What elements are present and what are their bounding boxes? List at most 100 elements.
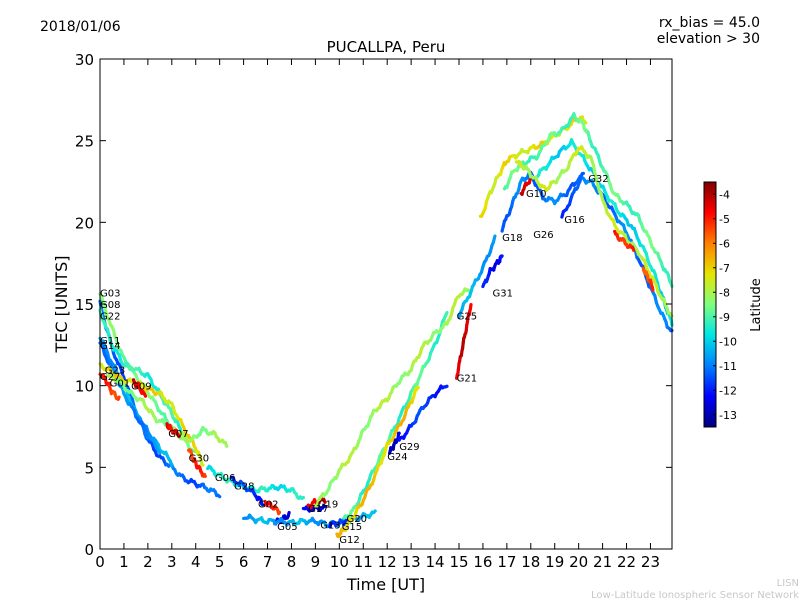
- colorbar-label: Latitude: [749, 278, 764, 332]
- tec-trace-segment: [168, 459, 174, 467]
- colorbar-tick-label: -7: [719, 262, 730, 275]
- chart-title: PUCALLPA, Peru: [327, 38, 446, 56]
- series-G25: [457, 234, 497, 320]
- series-G07: [165, 422, 181, 439]
- colorbar-tick-label: -12: [719, 384, 737, 397]
- date-label: 2018/01/06: [40, 19, 121, 35]
- colorbar: -4 -5 -6 -7 -8 -9 -10 -11 -12 -13 Latitude: [703, 181, 764, 428]
- satellite-label: G26: [533, 230, 553, 241]
- tec-trace-segment: [286, 510, 291, 518]
- satellite-label: G31: [493, 289, 513, 300]
- series-G16: [560, 171, 586, 219]
- x-tick-label: 11: [354, 553, 373, 571]
- x-tick-label: 8: [287, 553, 297, 571]
- series-G34: [514, 145, 674, 318]
- y-axis: 0 5 10 15 20 25 30: [75, 51, 672, 559]
- satellite-label: G17: [308, 504, 328, 515]
- tec-trace-segment: [156, 449, 162, 455]
- tec-trace-segment: [202, 472, 207, 478]
- y-tick-label: 15: [75, 296, 94, 314]
- tec-trace-segment: [650, 285, 655, 292]
- tec-trace-segment: [372, 509, 377, 515]
- series-G27: [98, 372, 121, 401]
- elevation-label: elevation > 30: [657, 31, 760, 47]
- series-G28: [230, 475, 265, 507]
- tec-trace-segment: [143, 392, 148, 398]
- y-tick-label: 0: [84, 541, 94, 559]
- tec-trace-segment: [443, 311, 449, 318]
- satellite-label: G19: [318, 499, 338, 510]
- series-G15: [328, 518, 349, 529]
- x-tick-label: 20: [569, 553, 588, 571]
- satellite-label: G09: [131, 382, 151, 393]
- credit-network: Low-Latitude Ionospheric Sensor Network: [591, 590, 799, 600]
- satellite-label: G27: [100, 372, 120, 383]
- x-tick-label: 13: [402, 553, 421, 571]
- satellite-label: G11: [100, 336, 120, 347]
- tec-trace-segment: [216, 493, 222, 499]
- satellite-label: G06: [215, 473, 235, 484]
- x-axis: 0 1 2 3 4 5 6 7 8 9 10 11 12 13 14 15 16 17 18 19 20 21 22 23: [95, 59, 660, 571]
- x-tick-label: 15: [449, 553, 468, 571]
- series-G36: [641, 266, 655, 292]
- series-G35: [612, 229, 636, 252]
- tec-trace-segment: [176, 433, 181, 439]
- x-tick-label: 3: [167, 553, 177, 571]
- series-G12: [335, 386, 420, 539]
- rx-bias-label: rx_bias = 45.0: [659, 15, 760, 31]
- tec-trace-segment: [443, 384, 449, 389]
- tec-trace-segment: [499, 254, 504, 259]
- tec-trace-segment: [260, 502, 265, 507]
- tec-trace-segment: [116, 395, 121, 401]
- tec-trace-segment: [491, 234, 497, 244]
- satellite-label: G16: [564, 215, 584, 226]
- satellite-label: G08: [100, 300, 120, 311]
- tec-trace-segment: [583, 120, 588, 125]
- satellite-label: G30: [189, 454, 209, 465]
- series-G21: [455, 303, 473, 380]
- satellite-label: G20: [347, 514, 367, 525]
- series-G30: [187, 448, 207, 478]
- y-tick-label: 30: [75, 51, 94, 69]
- colorbar-tick-label: -4: [719, 188, 730, 201]
- x-tick-label: 1: [119, 553, 129, 571]
- colorbar-tick-label: -11: [719, 360, 737, 373]
- colorbar-tick-label: -6: [719, 237, 730, 250]
- colorbar-tick-label: -8: [719, 286, 730, 299]
- x-tick-label: 22: [617, 553, 636, 571]
- satellite-label: G29: [399, 442, 419, 453]
- satellite-label: G18: [502, 233, 522, 244]
- x-axis-label: Time [UT]: [346, 575, 425, 594]
- satellite-label: G21: [457, 374, 477, 385]
- series-G06: [206, 464, 305, 500]
- series-G33: [533, 138, 674, 327]
- satellite-label: G03: [100, 289, 120, 300]
- x-tick-label: 18: [521, 553, 540, 571]
- x-tick-label: 23: [641, 553, 660, 571]
- y-tick-label: 25: [75, 133, 94, 151]
- x-tick-label: 21: [593, 553, 612, 571]
- y-tick-label: 10: [75, 378, 94, 396]
- x-tick-label: 12: [378, 553, 397, 571]
- y-tick-label: 20: [75, 214, 94, 232]
- x-tick-label: 9: [311, 553, 321, 571]
- satellite-label: G13: [320, 521, 340, 532]
- satellite-label: G25: [457, 311, 477, 322]
- x-tick-label: 14: [426, 553, 445, 571]
- tec-trace-segment: [223, 440, 229, 448]
- satellite-label: G01: [110, 378, 130, 389]
- tec-trace-segment: [322, 504, 327, 509]
- x-tick-label: 2: [143, 553, 153, 571]
- tec-trace-segment: [277, 510, 282, 516]
- series-G04: [313, 287, 473, 508]
- x-tick-label: 17: [497, 553, 516, 571]
- satellite-label: G24: [387, 452, 407, 463]
- satellite-label: G07: [168, 429, 188, 440]
- x-tick-label: 16: [473, 553, 492, 571]
- colorbar-ticks: -4 -5 -6 -7 -8 -9 -10 -11 -12 -13: [713, 188, 737, 422]
- series-G32: [502, 112, 674, 288]
- satellite-label: G12: [339, 535, 359, 546]
- credit-lisn: LISN: [777, 578, 799, 589]
